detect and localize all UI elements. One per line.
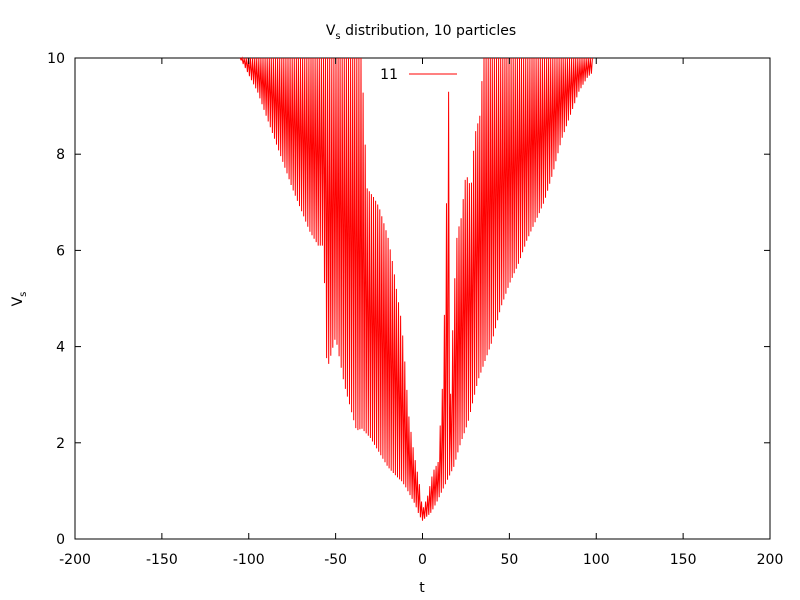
x-axis-label: t bbox=[419, 580, 425, 596]
x-tick-label: 100 bbox=[583, 552, 610, 568]
chart-title-subscript: s bbox=[335, 31, 340, 42]
chart-title-main: V bbox=[326, 23, 336, 39]
y-tick-label: 8 bbox=[56, 147, 65, 163]
y-tick-label: 0 bbox=[56, 532, 65, 548]
x-tick-label: -150 bbox=[146, 552, 178, 568]
y-axis-label-subscript: s bbox=[18, 292, 29, 297]
x-tick-label: 50 bbox=[500, 552, 518, 568]
x-tick-label: 0 bbox=[418, 552, 427, 568]
x-tick-label: -200 bbox=[59, 552, 91, 568]
y-tick-label: 2 bbox=[56, 436, 65, 452]
series-group bbox=[239, 56, 593, 521]
plot-area bbox=[74, 57, 771, 540]
chart-title: Vs distribution, 10 particles bbox=[326, 23, 516, 42]
legend-label: 11 bbox=[380, 67, 398, 83]
y-tick-label: 10 bbox=[47, 51, 65, 67]
y-tick-label: 6 bbox=[56, 243, 65, 259]
chart-title-rest: distribution, 10 particles bbox=[341, 23, 517, 39]
ticks-group: -200 -150 -100 -50 0 50 100 150 200 0 2 4 6 8 10 bbox=[47, 51, 783, 568]
series-line bbox=[239, 56, 593, 521]
x-tick-label: 150 bbox=[670, 552, 697, 568]
y-axis-label-main: V bbox=[10, 296, 26, 306]
x-tick-label: 200 bbox=[757, 552, 784, 568]
x-tick-label: -50 bbox=[324, 552, 347, 568]
x-tick-label: -100 bbox=[233, 552, 265, 568]
y-tick-label: 4 bbox=[56, 340, 65, 356]
legend: 11 bbox=[380, 67, 457, 83]
y-axis-label: Vs bbox=[10, 292, 29, 307]
